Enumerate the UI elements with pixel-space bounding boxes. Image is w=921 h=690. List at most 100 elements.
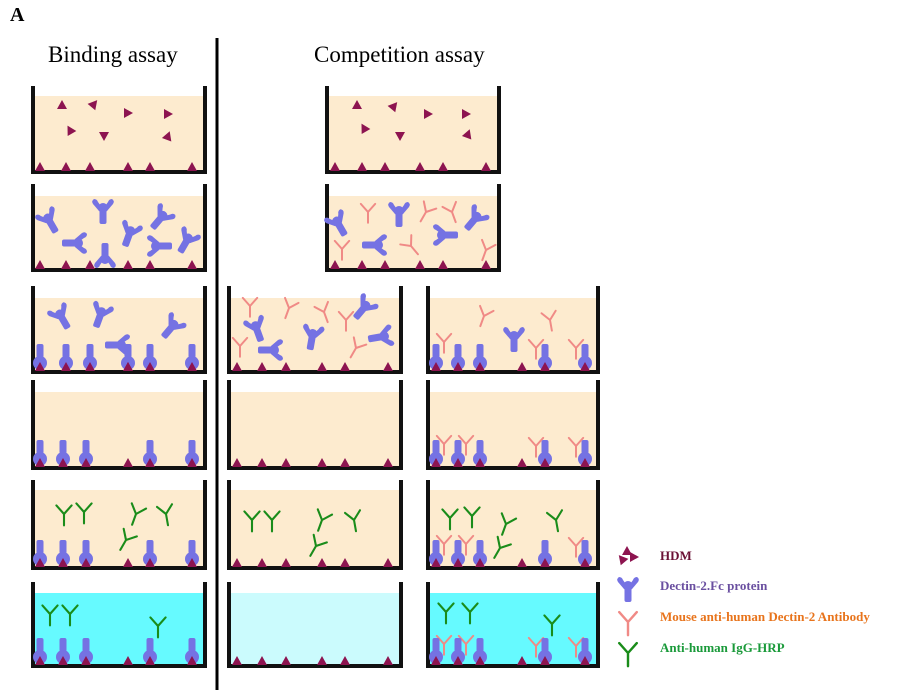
hdm-particle [340, 362, 350, 371]
hdm-particle [481, 260, 491, 269]
igg-hrp-antibody [437, 602, 455, 625]
hdm-particle [383, 362, 393, 371]
mouse-antibody [284, 296, 300, 320]
dectin-protein [161, 312, 187, 339]
hdm-particle [57, 100, 67, 109]
bound-dectin [143, 638, 157, 665]
legend-label-mouse-antibody: Mouse anti-human Dectin-2 Antibody [660, 609, 870, 624]
hdm-particle [357, 162, 367, 171]
hdm-particle [395, 132, 405, 141]
hdm-particle [453, 656, 463, 665]
bound-dectin [33, 638, 47, 665]
mouse-antibody [481, 238, 497, 262]
hdm-particle [232, 656, 242, 665]
competition-right-row3-well [426, 286, 600, 374]
hdm-particle [67, 125, 77, 136]
mouse-antibody [617, 610, 639, 637]
bound-dectin [185, 540, 199, 567]
bound-dectin [143, 440, 157, 467]
well-wall [31, 86, 207, 174]
mouse-antibody [567, 338, 585, 360]
competition-right-row4-well [426, 380, 600, 470]
bound-dectin [33, 440, 47, 467]
binding-row4-well [31, 380, 207, 470]
competition-assay-heading: Competition assay [314, 42, 485, 67]
hdm-particle [123, 458, 133, 467]
bound-dectin [185, 638, 199, 665]
well-liquid [229, 490, 401, 568]
legend-label-hdm: HDM [660, 548, 692, 563]
hdm-particle [35, 656, 45, 665]
igg-hrp-antibody [441, 508, 459, 531]
dectin-protein [617, 577, 639, 602]
mouse-antibody [419, 200, 438, 223]
hdm-icon [618, 546, 639, 566]
binding-row5-well [31, 480, 207, 570]
bound-dectin [578, 540, 592, 567]
hdm-particle [438, 260, 448, 269]
well-liquid [33, 196, 205, 270]
dectin-protein [122, 219, 143, 247]
hdm-particle [453, 558, 463, 567]
mouse-antibody [479, 304, 495, 328]
hdm-particle [340, 458, 350, 467]
dectin-icon [617, 577, 639, 602]
hdm-particle [317, 458, 327, 467]
well-wall [227, 582, 403, 668]
hdm-particle [61, 260, 71, 269]
competition-row1-well [325, 86, 501, 174]
igg-hrp-antibody [543, 614, 561, 637]
hdm-particle [35, 458, 45, 467]
hdm-particle [281, 458, 291, 467]
hdm-particle [99, 132, 109, 141]
well-wall [31, 582, 207, 668]
mouse-antibody [567, 436, 585, 458]
hdm-particle [35, 162, 45, 171]
hdm-particle [415, 260, 425, 269]
bound-dectin [473, 440, 487, 467]
hdm-particle [453, 362, 463, 371]
mouse-antibody-icon [617, 610, 639, 637]
well-wall [227, 286, 403, 374]
competition-right-row6-well [426, 582, 600, 668]
hdm-particle [81, 458, 91, 467]
hdm-particle [81, 656, 91, 665]
hdm-particle [232, 558, 242, 567]
dectin-protein [47, 302, 71, 330]
hdm-particle [187, 362, 197, 371]
bound-dectin [538, 638, 552, 665]
bound-dectin [429, 540, 443, 567]
mouse-antibody [435, 634, 453, 656]
well-wall [31, 380, 207, 470]
mouse-antibody [441, 200, 457, 224]
dectin-protein [367, 324, 395, 346]
hdm-particle [58, 558, 68, 567]
hdm-particle [187, 162, 197, 171]
hdm-particle [540, 362, 550, 371]
igg-hrp-antibody [55, 504, 73, 527]
bound-dectin [451, 344, 465, 371]
hdm-particle [87, 100, 98, 111]
hdm-particle [380, 162, 390, 171]
hdm-particle [85, 260, 95, 269]
bound-dectin [429, 440, 443, 467]
hdm-particle [145, 458, 155, 467]
hdm-particle [145, 558, 155, 567]
hdm-particle [618, 555, 629, 566]
hdm-particle [475, 656, 485, 665]
hdm-particle [281, 558, 291, 567]
hdm-particle [462, 109, 471, 119]
bound-dectin [56, 540, 70, 567]
bound-dectin [538, 440, 552, 467]
dectin-protein [503, 327, 525, 352]
legend-label-igg-hrp: Anti-human IgG-HRP [660, 640, 785, 655]
mouse-antibody [349, 336, 368, 359]
mouse-antibody [359, 202, 377, 224]
binding-row2-well [31, 184, 207, 272]
hdm-particle [475, 458, 485, 467]
mouse-antibody [527, 436, 545, 458]
hdm-particle [383, 458, 393, 467]
hdm-particle [58, 458, 68, 467]
dectin-protein [303, 323, 325, 351]
